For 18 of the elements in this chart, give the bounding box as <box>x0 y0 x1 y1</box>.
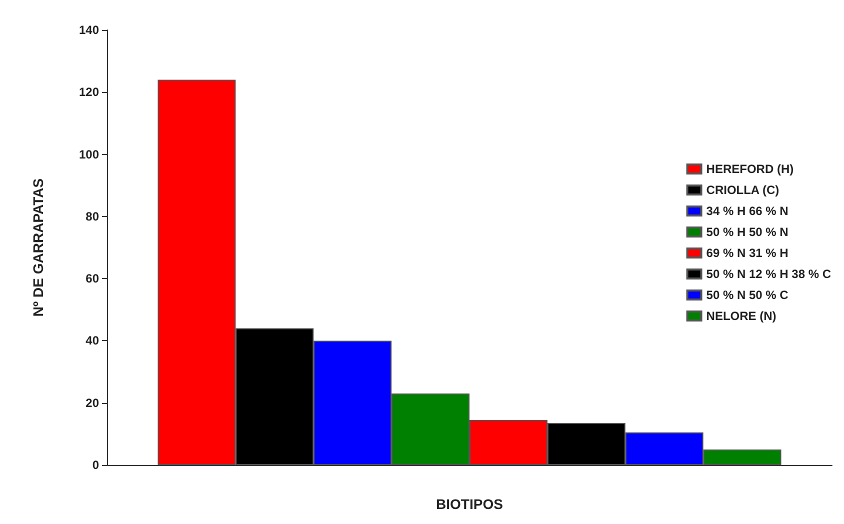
y-tick-label: 60 <box>86 272 100 286</box>
y-tick-label: 40 <box>86 334 100 348</box>
legend-label: CRIOLLA (C) <box>706 183 780 197</box>
x-axis-title: BIOTIPOS <box>436 496 503 512</box>
y-tick-label: 120 <box>78 85 100 100</box>
y-tick-label: 20 <box>86 396 100 410</box>
legend-label: 50 % N 50 % C <box>706 288 789 302</box>
legend-label: 50 % N 12 % H 38 % C <box>706 267 832 281</box>
legend-label: 50 % H 50 % N <box>706 225 788 239</box>
legend-label: NELORE (N) <box>706 309 776 323</box>
legend-label: 34 % H 66 % N <box>706 204 788 218</box>
y-axis-title: Nº DE GARRAPATAS <box>30 178 46 317</box>
y-tick-label: 140 <box>78 23 100 37</box>
y-tick-label: 0 <box>92 458 100 472</box>
legend-label: 69 % N 31 % H <box>706 246 788 260</box>
y-tick-label: 80 <box>86 209 100 224</box>
y-tick-label: 100 <box>78 147 100 162</box>
legend-label: HEREFORD (H) <box>706 162 794 176</box>
